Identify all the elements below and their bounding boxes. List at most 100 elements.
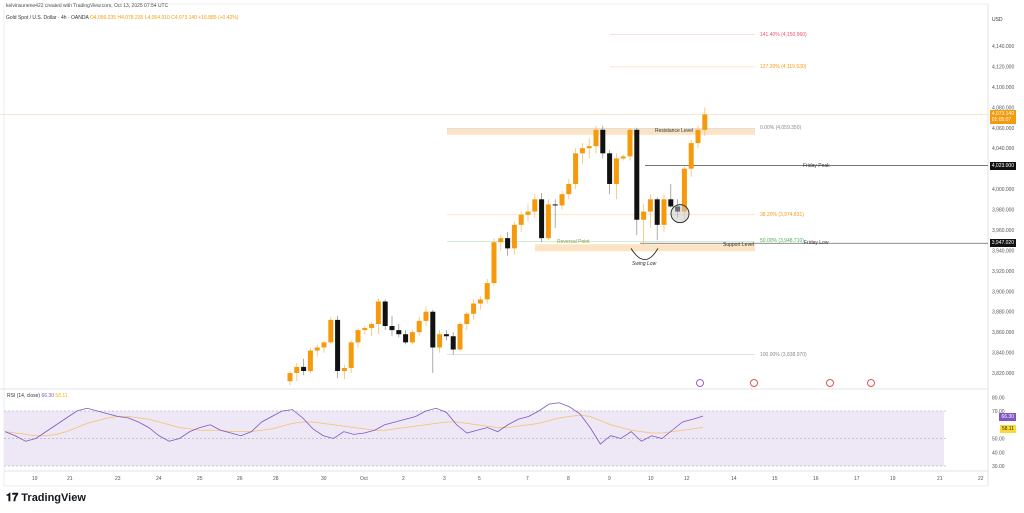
time-tick-label: 19 — [32, 476, 38, 482]
rsi-tick-label: 40.00 — [992, 450, 1005, 456]
time-tick-label: 21 — [67, 476, 73, 482]
candle-bullish — [532, 199, 538, 212]
time-tick-label: 28 — [273, 476, 279, 482]
bar-countdown: 01:05:07 — [991, 117, 1012, 123]
candle-bullish — [362, 328, 368, 331]
last-price-tag: 4,073.140 01:05:07 — [989, 110, 1016, 124]
rsi-value: 66.30 — [41, 393, 54, 399]
support-zone — [535, 244, 755, 252]
candle-bullish — [579, 148, 585, 154]
rsi-ma-tag: 58.11 — [999, 425, 1016, 433]
us-flag-icon[interactable] — [867, 379, 875, 387]
time-tick-label: 12 — [684, 476, 690, 482]
candle-bullish — [423, 311, 429, 321]
candle-bearish — [430, 311, 436, 348]
candle-bullish — [641, 211, 647, 220]
rsi-legend: RSI (14, close) 66.30 58.11 — [7, 393, 68, 399]
candle-bearish — [450, 336, 456, 350]
time-tick-label: 21 — [937, 476, 943, 482]
candle-bearish — [443, 334, 449, 337]
price-tick-label: 3,920.000 — [992, 269, 1014, 275]
candle-bearish — [382, 301, 388, 327]
price-chart[interactable]: 4,140.000 4,120.000 4,100.000 4,080.000 4,06… — [0, 0, 1024, 490]
event-icon[interactable] — [696, 379, 704, 387]
price-tick-label: 4,100.000 — [992, 85, 1014, 91]
candle-bullish — [294, 366, 300, 374]
time-tick-label: 19 — [890, 476, 896, 482]
fib-level-label: 38.20% (3,974.831) — [760, 211, 804, 218]
candle-bearish — [539, 199, 545, 239]
candle-bullish — [464, 313, 470, 324]
time-tick-label: 7 — [526, 476, 529, 482]
us-flag-icon[interactable] — [750, 379, 758, 387]
close-value: C4,073.140 — [171, 15, 197, 21]
candle-bearish — [600, 129, 606, 154]
price-tick-label: 4,080.000 — [992, 105, 1014, 111]
candle-bearish — [403, 334, 409, 343]
candle-bearish — [389, 326, 395, 331]
time-tick-label: 8 — [567, 476, 570, 482]
time-tick-label: 23 — [115, 476, 121, 482]
candle-bullish — [559, 194, 565, 206]
friday-peak-label: Friday Peak — [803, 163, 830, 169]
time-tick-label: 14 — [731, 476, 737, 482]
rsi-ma-value: 58.11 — [55, 393, 68, 399]
currency-label[interactable]: USD — [992, 17, 1003, 23]
candle-bearish — [335, 319, 341, 371]
time-tick-label: 24 — [156, 476, 162, 482]
candle-bullish — [518, 214, 524, 225]
candle-bullish — [627, 129, 633, 157]
candle-bullish — [498, 238, 504, 243]
candle-bullish — [409, 332, 415, 343]
candle-bullish — [613, 158, 619, 184]
candle-bullish — [545, 204, 551, 239]
candle-bullish — [287, 373, 293, 382]
time-tick-label: 2 — [402, 476, 405, 482]
candle-bullish — [661, 199, 667, 225]
price-tick-label: 4,040.000 — [992, 146, 1014, 152]
chart-credit: kelvinsunene422 created with TradingView… — [6, 3, 169, 9]
candle-bullish — [688, 143, 694, 169]
candle-bearish — [301, 366, 307, 371]
time-tick-label: Oct — [360, 476, 368, 482]
time-tick-label: 16 — [813, 476, 819, 482]
time-tick-label: 30 — [321, 476, 327, 482]
time-tick-label: 15 — [772, 476, 778, 482]
candle-bearish — [654, 199, 660, 225]
rsi-line — [4, 402, 704, 445]
symbol-name[interactable]: Gold Spot / U.S. Dollar · 4h · OANDA — [6, 15, 89, 21]
candle-bullish — [566, 183, 572, 195]
price-tick-label: 4,140.000 — [992, 44, 1014, 50]
candle-bullish — [437, 334, 443, 348]
candle-bullish — [573, 153, 579, 184]
candle-bullish — [477, 299, 483, 304]
high-value: H4,078.235 — [117, 15, 144, 21]
candle-bullish — [681, 168, 687, 212]
time-tick-label: 3 — [443, 476, 446, 482]
candle-bullish — [321, 342, 327, 348]
rsi-tick-label: 70.00 — [992, 409, 1005, 415]
friday-low-label: Friday Low — [804, 240, 829, 246]
price-tick-label: 3,980.000 — [992, 208, 1014, 214]
candle-bullish — [702, 114, 708, 130]
us-flag-icon[interactable] — [826, 379, 834, 387]
price-tick-label: 3,940.000 — [992, 248, 1014, 254]
resistance-label: Resistance Level — [655, 128, 694, 134]
rsi-tag: 66.30 — [999, 413, 1016, 421]
candle-bearish — [668, 199, 674, 207]
time-tick-label: 22 — [978, 476, 984, 482]
candle-bullish — [586, 146, 592, 149]
change-value: +16.885 (+0.42%) — [198, 15, 239, 21]
price-tick-label: 3,960.000 — [992, 228, 1014, 234]
candle-bearish — [634, 129, 640, 220]
candle-bullish — [491, 242, 497, 284]
reversal-label: Reversal Point — [557, 239, 590, 245]
candle-bullish — [484, 283, 490, 300]
fib-level-label: 50.00% (3,948.710) — [760, 238, 804, 245]
tradingview-logo[interactable]: 𝟏𝟕 TradingView — [6, 492, 86, 505]
candle-bullish — [511, 224, 517, 249]
low-value: L4,054.910 — [144, 15, 170, 21]
rsi-label[interactable]: RSI (14, close) — [7, 393, 41, 399]
rsi-tick-label: 50.00 — [992, 437, 1005, 443]
symbol-legend: Gold Spot / U.S. Dollar · 4h · OANDA O4,… — [6, 15, 238, 21]
